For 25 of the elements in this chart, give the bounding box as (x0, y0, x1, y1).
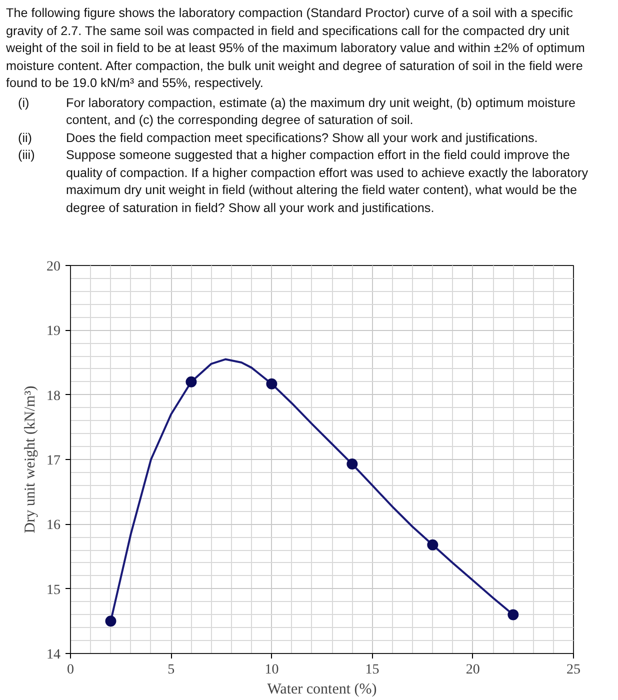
y-tick-label: 19 (46, 324, 60, 340)
point (508, 609, 519, 620)
x-tick-label: 15 (365, 662, 380, 678)
point (266, 378, 278, 390)
point (346, 458, 358, 470)
x-axis-title: Water content (%) (267, 682, 377, 698)
x-tick-label: 25 (566, 662, 580, 678)
x-tick-label: 20 (466, 662, 480, 678)
y-axis-title: Dry unit weight (kN/m³) (22, 386, 38, 534)
text: (ii) Does the field compaction meet specifications? Show all your work and justifications. (18, 130, 538, 144)
x-tick-label: 0 (67, 662, 74, 678)
text: The following figure shows the laboratory compaction (Standard Proctor) curve of a soil with a specific gravity of 2.7. The same soil was compacted in field and specifications call for the compacted dry unit weight of the soil in field to be at least 95% of the maximum laboratory value and within ±2% of optimum moisture content. After compaction, the bulk unit weight and degree of saturation of soil in the field were found to be 19.0 kN/m³ and 55%, respectively. (6, 5, 586, 92)
y-tick-label: 16 (46, 518, 60, 534)
y-tick-label: 15 (46, 582, 60, 598)
text: (iii) Suppose someone suggested that a higher compaction effort in the field could improve the quality of compaction. If a higher compaction effort was used to achieve exactly the laboratory maximum dry unit weight in field (without altering the field water content), what would be the degree of saturation in field? Show all your work and justifications. (18, 148, 588, 214)
point (105, 616, 116, 627)
x-tick-label: 5 (168, 662, 175, 678)
point (186, 376, 197, 388)
y-tick-label: 18 (46, 388, 60, 404)
y-tick-label: 20 (46, 260, 60, 274)
y-tick-label: 17 (46, 454, 60, 468)
y-tick-label: 14 (46, 648, 60, 662)
x-tick-label: 10 (264, 662, 279, 678)
text: (i) For laboratory compaction, estimate (a) the maximum dry unit weight, (b) optimum moisture content, and (c) the corresponding degree of saturation of soil. (18, 96, 576, 127)
point (427, 539, 438, 550)
